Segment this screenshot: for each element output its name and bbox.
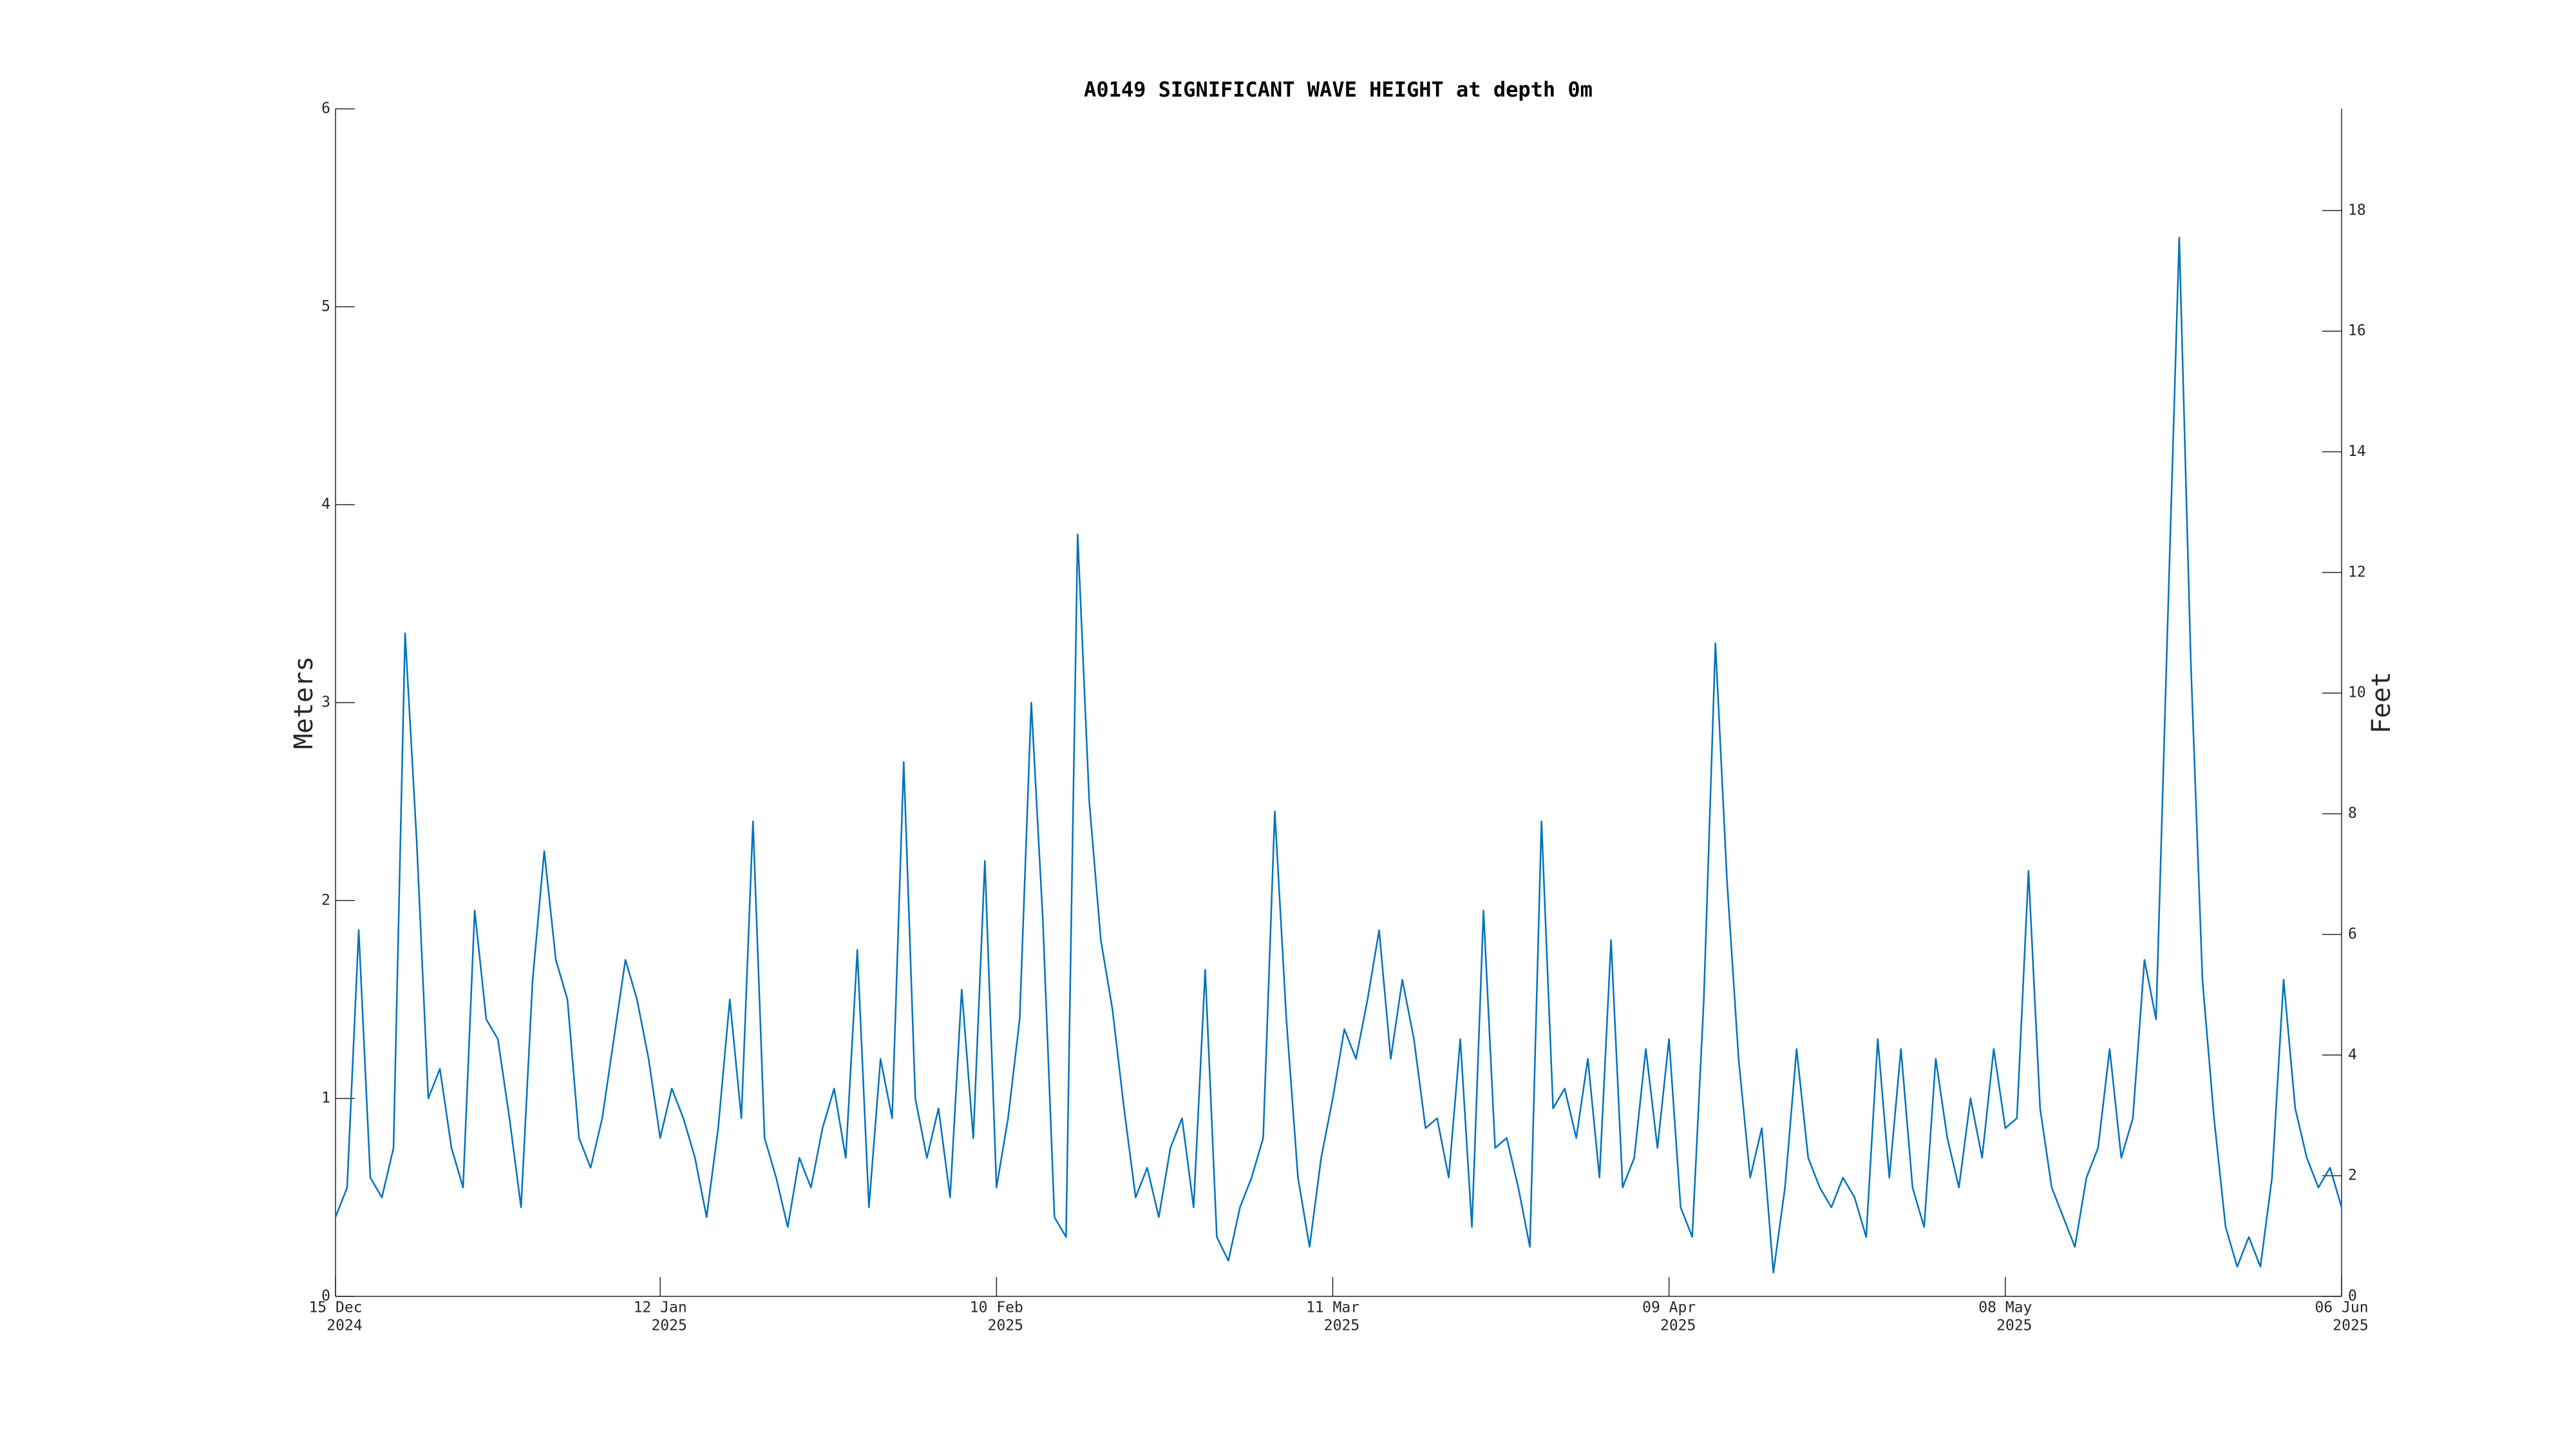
- y2-tick-label: 4: [2348, 1046, 2357, 1063]
- x-tick-label: 06 Jun: [2315, 1300, 2368, 1316]
- y2-tick-label: 18: [2348, 202, 2366, 218]
- chart-title: A0149 SIGNIFICANT WAVE HEIGHT at depth 0…: [1084, 77, 1593, 102]
- x-tick-label: 2025: [988, 1318, 1023, 1334]
- y-tick-label: 0: [321, 1288, 330, 1305]
- y2-axis-label: Feet: [2367, 672, 2396, 734]
- data-line: [334, 236, 2343, 1274]
- x-tick-label: 10 Feb: [970, 1300, 1023, 1316]
- x-tick-label: 2025: [651, 1318, 687, 1334]
- x-tick-label: 2025: [2333, 1318, 2368, 1334]
- y-tick-label: 3: [321, 694, 330, 711]
- y-tick-label: 1: [321, 1090, 330, 1106]
- x-tick-label: 15 Dec: [308, 1300, 362, 1316]
- x-tick-label: 12 Jan: [634, 1300, 687, 1316]
- y-axis-label: Meters: [289, 656, 319, 750]
- x-tick-label: 2025: [1324, 1318, 1359, 1334]
- x-tick-label: 09 Apr: [1642, 1300, 1696, 1316]
- y-tick-label: 6: [321, 100, 330, 117]
- x-tick-label: 11 Mar: [1306, 1300, 1359, 1316]
- y-tick-label: 2: [321, 892, 330, 909]
- y2-tick-label: 6: [2348, 925, 2357, 942]
- x-tick-label: 2025: [1660, 1318, 1696, 1334]
- y2-tick-label: 12: [2348, 564, 2366, 580]
- y-tick-label: 4: [321, 496, 330, 513]
- y-tick-label: 5: [321, 298, 330, 315]
- y2-tick-label: 2: [2348, 1167, 2357, 1184]
- x-tick-label: 2025: [1996, 1318, 2032, 1334]
- y2-tick-label: 16: [2348, 323, 2366, 339]
- y2-tick-label: 8: [2348, 805, 2357, 822]
- y2-tick-label: 0: [2348, 1288, 2357, 1305]
- y2-tick-label: 14: [2348, 443, 2366, 460]
- x-tick-label: 2024: [327, 1318, 362, 1334]
- y2-tick-label: 10: [2348, 685, 2366, 701]
- x-tick-label: 08 May: [1978, 1300, 2032, 1316]
